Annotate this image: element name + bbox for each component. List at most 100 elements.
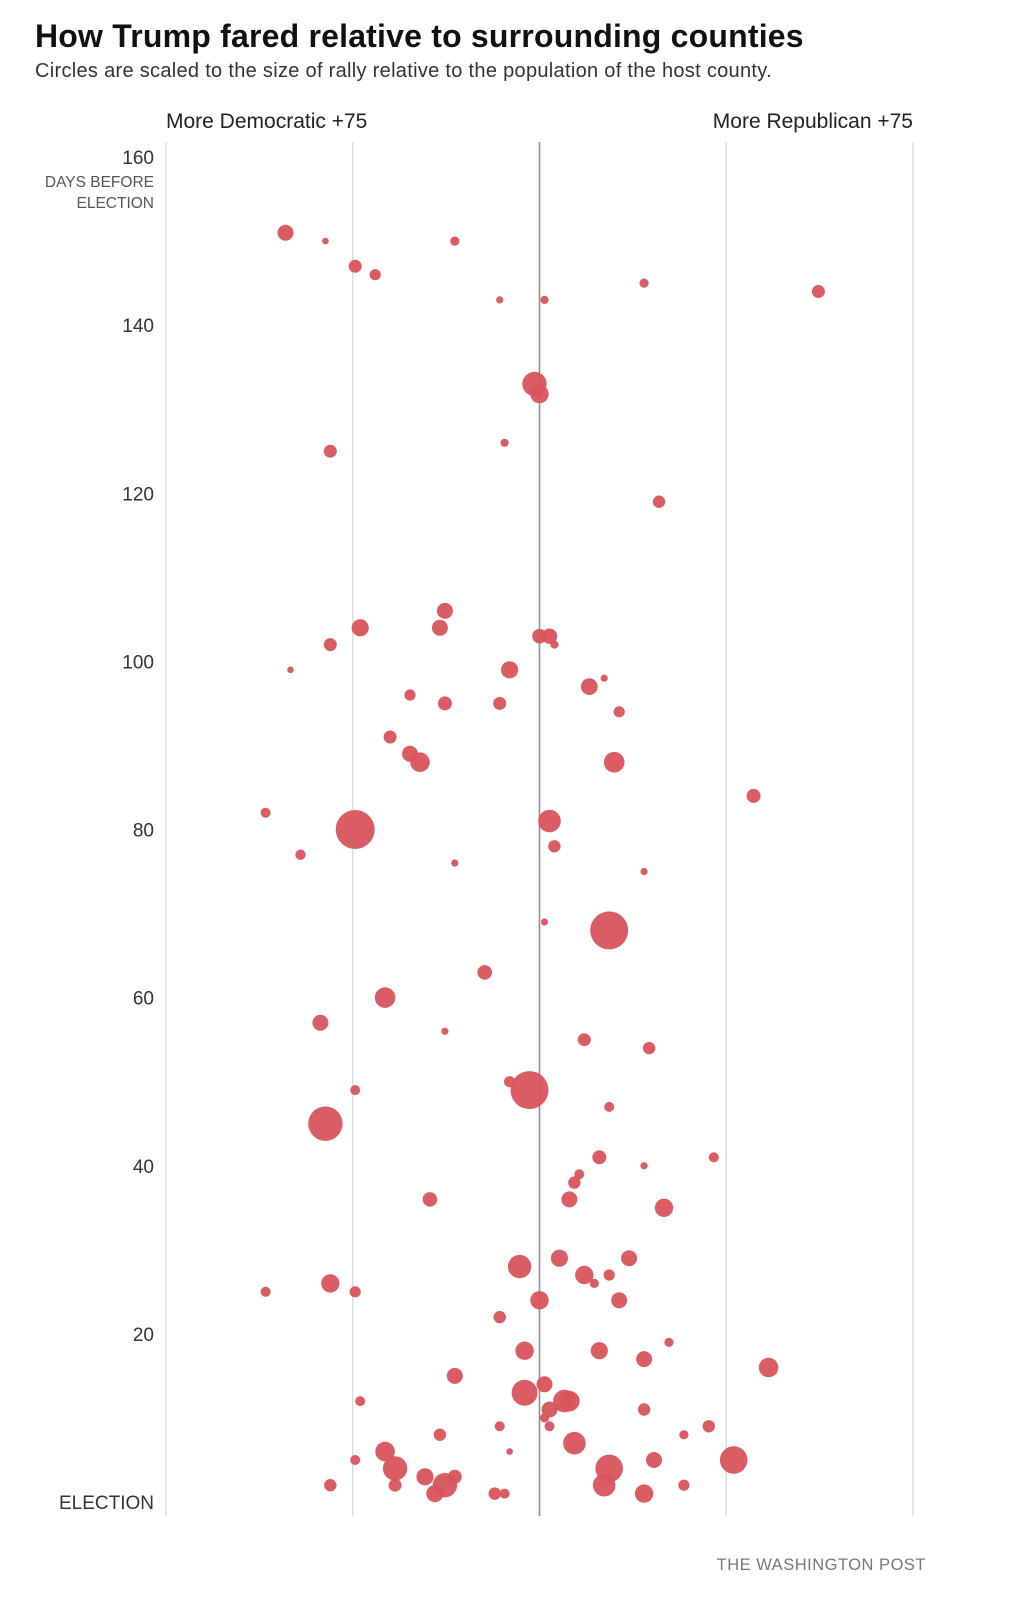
rally-circle [506, 1448, 513, 1455]
rally-circle [708, 1152, 719, 1163]
x-label-more-democratic: More Democratic +75 [166, 110, 367, 133]
rally-circle [621, 1250, 638, 1267]
rally-circle [351, 619, 369, 637]
rally-circle [640, 867, 648, 876]
rally-circle [436, 602, 453, 619]
rally-circle [642, 1041, 656, 1055]
rally-circle [568, 1176, 581, 1189]
rally-circle [746, 788, 761, 803]
rally-circle [349, 1286, 361, 1298]
rally-circle [559, 1390, 580, 1412]
rally-circle [375, 1441, 395, 1462]
rally-circle [451, 859, 459, 867]
rally-circle [574, 1169, 585, 1180]
rally-circle [374, 987, 396, 1008]
rally-circle [350, 1455, 361, 1465]
rally-circle [702, 1420, 715, 1433]
y-tick-label: 140 [122, 316, 154, 337]
rally-circle [507, 1254, 532, 1279]
rally-circle [603, 751, 625, 773]
rally-circle [515, 1341, 534, 1360]
rally-circle [369, 269, 381, 281]
rally-circle [382, 1456, 408, 1481]
chart-title: How Trump fared relative to surrounding … [35, 18, 804, 54]
rally-circle [580, 678, 598, 695]
rally-circle [446, 1367, 463, 1384]
rally-circle [604, 1101, 615, 1112]
source-credit: THE WASHINGTON POST [716, 1556, 926, 1574]
rally-circle [335, 810, 375, 849]
rally-circle [640, 1162, 648, 1170]
rally-circle [510, 1071, 549, 1110]
rally-circle [404, 689, 416, 701]
rally-circle [494, 1421, 505, 1432]
rally-circle [496, 296, 504, 304]
rally-circle [426, 1485, 444, 1503]
rally-circle [637, 1403, 651, 1416]
x-label-more-republican: More Republican +75 [713, 110, 913, 133]
x-axis-labels: More Democratic +75 More Republican +75 [166, 110, 913, 133]
rally-circle [323, 444, 337, 458]
rally-circle [477, 965, 493, 980]
rally-circle [600, 674, 608, 682]
rally-circle [592, 1150, 607, 1165]
rally-circle [550, 1249, 569, 1267]
rally-circle [590, 911, 629, 950]
rally-circle [416, 1468, 434, 1486]
rally-circle [592, 1473, 616, 1497]
y-tick-label: 40 [133, 1157, 154, 1178]
y-tick-label: 160 [122, 148, 154, 169]
rally-circle [536, 1376, 553, 1393]
rally-circle [611, 1292, 628, 1309]
rally-circle [654, 1198, 674, 1218]
rally-circle [324, 1479, 337, 1492]
rally-circle [538, 809, 561, 833]
rally-circle [634, 1484, 654, 1503]
rally-points [260, 224, 825, 1503]
rally-circle [321, 1274, 340, 1293]
rally-circle [277, 224, 294, 241]
y-axis: DAYS BEFORE ELECTION 160 140 120 100 80 60 40 2… [45, 148, 154, 1514]
rally-circle [388, 1478, 402, 1492]
rally-circle [383, 730, 397, 744]
rally-circle [530, 384, 549, 404]
rally-circle [431, 619, 448, 636]
rally-circle [260, 807, 271, 818]
rally-circle [308, 1106, 343, 1141]
rally-circle [548, 840, 561, 853]
rally-circle [488, 1487, 501, 1500]
y-tick-label: 60 [133, 989, 154, 1010]
rally-circle [355, 1396, 366, 1407]
rally-circle [664, 1337, 674, 1347]
rally-circle [541, 628, 558, 644]
rally-circle [811, 285, 825, 298]
y-tick-label: 100 [122, 652, 154, 673]
rally-circle [719, 1446, 748, 1474]
rally-circle [561, 1191, 578, 1208]
rally-circle [350, 1085, 361, 1096]
rally-circle [441, 1027, 449, 1035]
rally-circle [511, 1379, 538, 1406]
rally-circle [540, 918, 549, 926]
rally-circle [652, 495, 666, 508]
y-axis-caption-line1: DAYS BEFORE [45, 174, 154, 191]
rally-circle [287, 666, 294, 674]
rally-circle [410, 752, 430, 772]
rally-circle [530, 1291, 549, 1310]
y-tick-label: 120 [122, 484, 154, 505]
rally-circle [646, 1452, 662, 1468]
rally-circle [422, 1192, 438, 1207]
rally-circle [493, 1310, 506, 1324]
scatter-chart: More Democratic +75 More Republican +75 … [45, 110, 914, 1516]
rally-circle [679, 1430, 689, 1440]
rally-circle [312, 1014, 329, 1031]
rally-circle [501, 661, 519, 679]
rally-circle [589, 1278, 599, 1288]
x-gridlines [165, 142, 914, 1516]
rally-circle [613, 706, 625, 718]
rally-circle [550, 640, 559, 649]
rally-circle [678, 1479, 690, 1491]
rally-circle [500, 438, 509, 447]
rally-circle [433, 1428, 447, 1442]
rally-circle [563, 1431, 586, 1455]
